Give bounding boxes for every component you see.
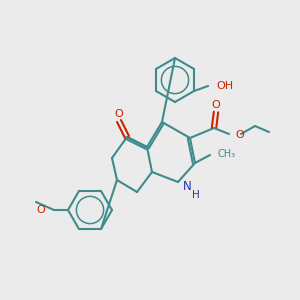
Text: N: N (183, 181, 192, 194)
Text: CH₃: CH₃ (218, 149, 236, 159)
Text: O: O (115, 109, 123, 119)
Text: OH: OH (216, 81, 233, 91)
Text: O: O (235, 130, 244, 140)
Text: O: O (36, 205, 45, 215)
Text: H: H (192, 190, 200, 200)
Text: O: O (212, 100, 220, 110)
